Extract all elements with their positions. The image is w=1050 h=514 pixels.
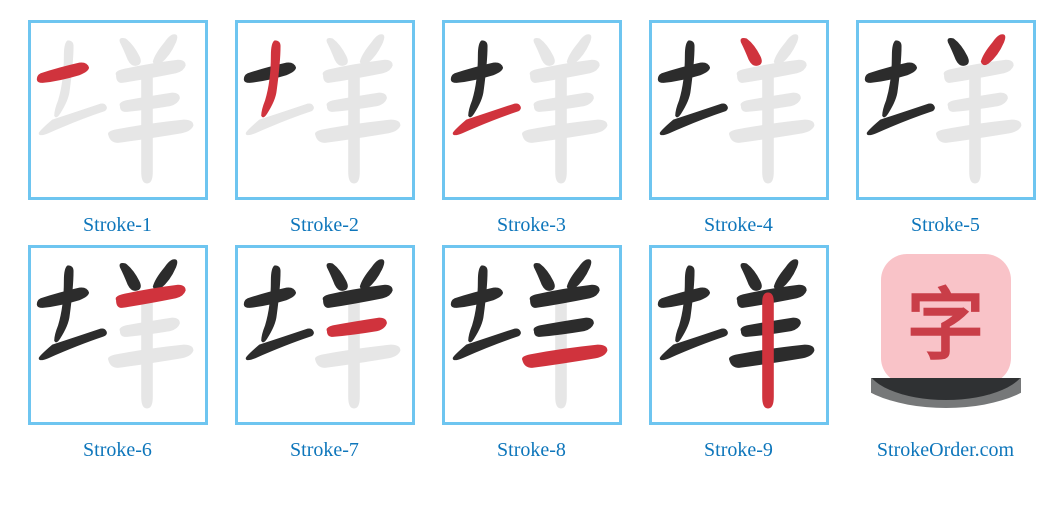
brand-pencil-tip <box>871 378 1021 416</box>
stroke-box <box>235 20 415 200</box>
stroke-order-grid: Stroke-1 Stroke-2 Stroke-3 Stroke-4 Stroke-5… <box>20 20 1030 478</box>
stroke-box <box>649 20 829 200</box>
stroke-box <box>649 245 829 425</box>
stroke-box <box>856 20 1036 200</box>
stroke-box <box>28 245 208 425</box>
stroke-box <box>442 20 622 200</box>
stroke-box <box>442 245 622 425</box>
brand-logo: 字 <box>856 245 1036 425</box>
stroke-cell: Stroke-6 <box>20 245 215 462</box>
stroke-cell: Stroke-3 <box>434 20 629 237</box>
stroke-cell: Stroke-1 <box>20 20 215 237</box>
stroke-cell: Stroke-9 <box>641 245 836 462</box>
stroke-label: Stroke-1 <box>83 214 152 237</box>
stroke-label: Stroke-2 <box>290 214 359 237</box>
stroke-box <box>235 245 415 425</box>
stroke-label: Stroke-5 <box>911 214 980 237</box>
brand-sitename[interactable]: StrokeOrder.com <box>877 439 1014 462</box>
stroke-label: Stroke-9 <box>704 439 773 462</box>
stroke-label: Stroke-4 <box>704 214 773 237</box>
stroke-cell: Stroke-2 <box>227 20 422 237</box>
stroke-label: Stroke-7 <box>290 439 359 462</box>
stroke-label: Stroke-3 <box>497 214 566 237</box>
stroke-cell: Stroke-5 <box>848 20 1043 237</box>
brand-cell: 字 StrokeOrder.com <box>848 245 1043 462</box>
stroke-box <box>28 20 208 200</box>
stroke-cell: Stroke-4 <box>641 20 836 237</box>
stroke-cell: Stroke-8 <box>434 245 629 462</box>
brand-seal: 字 <box>881 254 1011 384</box>
stroke-label: Stroke-6 <box>83 439 152 462</box>
stroke-label: Stroke-8 <box>497 439 566 462</box>
stroke-cell: Stroke-7 <box>227 245 422 462</box>
